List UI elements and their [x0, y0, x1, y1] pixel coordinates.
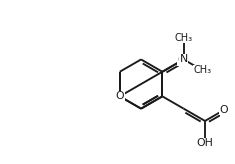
Text: O: O [178, 55, 186, 65]
Text: CH₃: CH₃ [193, 65, 212, 75]
Text: N: N [180, 54, 188, 64]
Text: O: O [115, 91, 124, 101]
Text: CH₃: CH₃ [175, 33, 193, 43]
Text: O: O [220, 105, 228, 115]
Text: OH: OH [196, 138, 213, 148]
